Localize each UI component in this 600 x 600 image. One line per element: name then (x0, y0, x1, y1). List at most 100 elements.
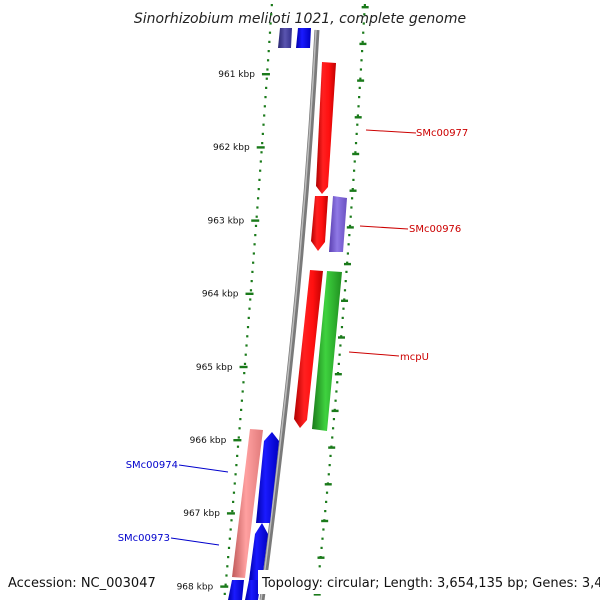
footer-topology-background (258, 570, 600, 594)
rail-dot (266, 68, 269, 71)
outer-major-tick (352, 152, 360, 156)
rail-dot (340, 326, 344, 329)
footer-topology: Topology: circular; Length: 3,654,135 bp… (261, 576, 600, 591)
gene-label-mcpu[interactable]: mcpU (400, 352, 429, 363)
rail-dot (240, 408, 243, 411)
leader-line-smc00973 (170, 537, 220, 546)
rail-dot (348, 224, 352, 227)
rail-dot (356, 114, 360, 117)
outer-major-tick (343, 262, 351, 266)
gene-feature-red-small (311, 196, 328, 251)
rail-dot (236, 445, 240, 448)
genome-backbone-highlight (260, 29, 317, 600)
rail-dot (227, 556, 230, 559)
rail-dot (237, 436, 240, 439)
rail-dot (230, 519, 233, 522)
rail-dot (254, 234, 257, 237)
rail-dot (338, 353, 341, 356)
rail-dot (337, 362, 340, 365)
rail-dot (253, 243, 256, 246)
rail-dot (250, 280, 253, 283)
rail-dot (346, 261, 349, 264)
footer-accession: Accession: NC_003047 (8, 576, 156, 591)
tick-label: 964 kbp (202, 290, 239, 300)
rail-dot (322, 528, 325, 531)
rail-dot (344, 280, 347, 283)
outer-major-tick (328, 446, 336, 449)
gene-feature-blue-2 (249, 523, 268, 580)
rail-dot (360, 50, 364, 53)
rail-dot (363, 4, 366, 7)
rail-dot (249, 298, 252, 301)
outer-major-tick (359, 42, 367, 46)
inner-major-tick (245, 292, 254, 295)
rail-dot (257, 188, 260, 191)
rail-dot (354, 142, 358, 145)
outer-major-tick (346, 226, 354, 229)
gene-feature-blue-bottom-left (228, 580, 244, 600)
gene-label-smc00974[interactable]: SMc00974 (126, 460, 178, 471)
gene-feature-red-long (294, 270, 323, 428)
tick-labels: 961 kbp 962 kbp 963 kbp 964 kbp 965 kbp 966 k… (177, 70, 256, 592)
outer-major-tick (354, 116, 362, 119)
rail-dot (332, 418, 336, 421)
rail-dot (256, 206, 259, 209)
rail-dot (331, 427, 335, 430)
rail-dot (234, 473, 237, 476)
rail-dot (343, 289, 347, 292)
rail-dot (264, 96, 267, 99)
rail-dot (346, 252, 349, 255)
gene-mcpu (312, 271, 342, 431)
outer-major-tick (341, 299, 349, 302)
gene-label-smc00977[interactable]: SMc00977 (416, 128, 468, 139)
gene-label-smc00976[interactable]: SMc00976 (409, 224, 461, 235)
leader-line-mcpu (348, 351, 400, 357)
rail-dot (224, 583, 227, 586)
rail-dot (255, 215, 258, 218)
rail-dot (259, 169, 262, 172)
rail-dot (227, 546, 231, 549)
rail-dot (345, 270, 348, 273)
rail-dot (356, 123, 359, 126)
rail-dot (231, 510, 234, 513)
rail-dot (325, 500, 328, 503)
rail-dot (263, 105, 266, 108)
rail-dot (254, 224, 258, 227)
rail-dot (335, 390, 338, 393)
inner-major-tick (239, 365, 248, 369)
outer-major-tick (324, 483, 332, 486)
outer-major-tick (321, 519, 329, 523)
rail-dot (358, 86, 361, 89)
gene-smc00977 (316, 62, 336, 194)
rail-dot (343, 298, 346, 301)
gene-feature-navy-top (278, 28, 292, 48)
rail-dot (261, 142, 264, 145)
gene-smc00974 (232, 429, 263, 578)
rail-dot (269, 22, 272, 25)
outer-major-tick (357, 79, 365, 82)
rail-dot (350, 197, 354, 200)
tick-label: 968 kbp (177, 582, 214, 592)
rail-dot (270, 4, 273, 7)
rail-dot (342, 307, 345, 310)
rail-dot (226, 565, 229, 568)
rail-dot (251, 270, 254, 273)
inner-tick-rail (220, 4, 273, 595)
rail-dot (268, 31, 272, 34)
gene-smc00976 (329, 196, 347, 252)
outer-major-tick (313, 593, 321, 596)
rail-dot (347, 243, 350, 246)
tick-label: 961 kbp (218, 70, 255, 80)
gene-label-smc00973[interactable]: SMc00973 (118, 533, 170, 544)
rail-dot (243, 362, 247, 365)
rail-dot (260, 151, 263, 154)
rail-dot (243, 372, 246, 375)
tick-label: 966 kbp (190, 436, 227, 446)
rail-dot (235, 464, 238, 467)
tick-label: 967 kbp (183, 509, 220, 519)
rail-dot (259, 160, 262, 163)
inner-major-tick (233, 439, 242, 442)
rail-dot (318, 565, 321, 568)
outer-major-tick (317, 556, 325, 559)
rail-dot (258, 178, 261, 181)
